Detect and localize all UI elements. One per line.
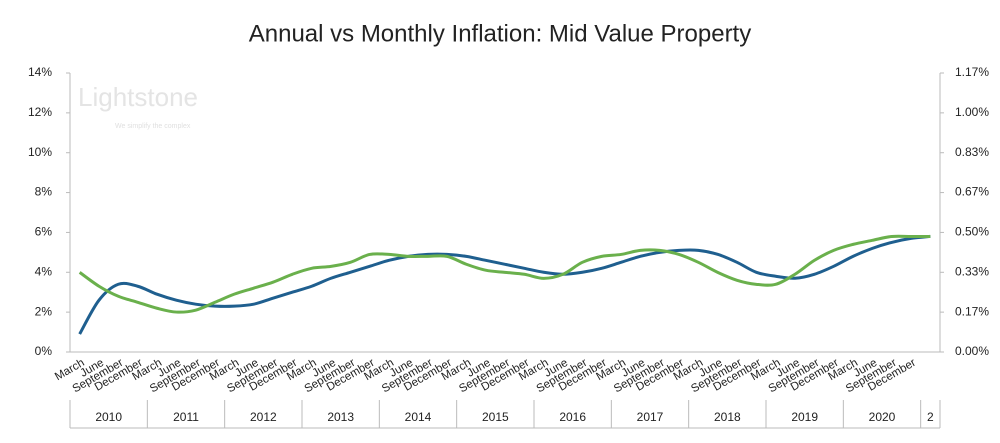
- y-tick-label: 8%: [35, 185, 53, 199]
- year-label: 2016: [559, 410, 586, 424]
- y-tick-label: 12%: [28, 105, 52, 119]
- y-tick-label: 0%: [35, 344, 53, 358]
- y2-tick-label: 0.17%: [955, 304, 989, 318]
- year-label: 2011: [173, 410, 199, 424]
- series-line: [78, 234, 931, 314]
- series-line: [78, 234, 931, 335]
- y-tick-label: 14%: [28, 65, 52, 79]
- year-label: 2014: [405, 410, 432, 424]
- y2-tick-label: 1.17%: [955, 65, 989, 79]
- year-label: 2017: [637, 410, 664, 424]
- y-tick-label: 2%: [35, 304, 53, 318]
- year-label: 2013: [327, 410, 354, 424]
- y2-tick-label: 1.00%: [955, 105, 989, 119]
- year-label: 2018: [714, 410, 741, 424]
- chart-title: Annual vs Monthly Inflation: Mid Value P…: [249, 20, 751, 47]
- y-tick-label: 6%: [35, 225, 53, 239]
- year-label: 2: [927, 410, 934, 424]
- y2-tick-label: 0.67%: [955, 185, 989, 199]
- year-label: 2010: [95, 410, 122, 424]
- y-tick-label: 10%: [28, 145, 52, 159]
- year-label: 2015: [482, 410, 509, 424]
- y2-tick-label: 0.33%: [955, 264, 989, 278]
- year-label: 2019: [791, 410, 818, 424]
- year-label: 2012: [250, 410, 277, 424]
- y2-tick-label: 0.83%: [955, 145, 989, 159]
- y2-tick-label: 0.00%: [955, 344, 989, 358]
- watermark-tagline: We simplify the complex: [115, 123, 191, 130]
- y-tick-label: 4%: [35, 264, 53, 278]
- year-label: 2020: [869, 410, 896, 424]
- y2-tick-label: 0.50%: [955, 225, 989, 239]
- watermark-name: Lightstone: [78, 82, 198, 112]
